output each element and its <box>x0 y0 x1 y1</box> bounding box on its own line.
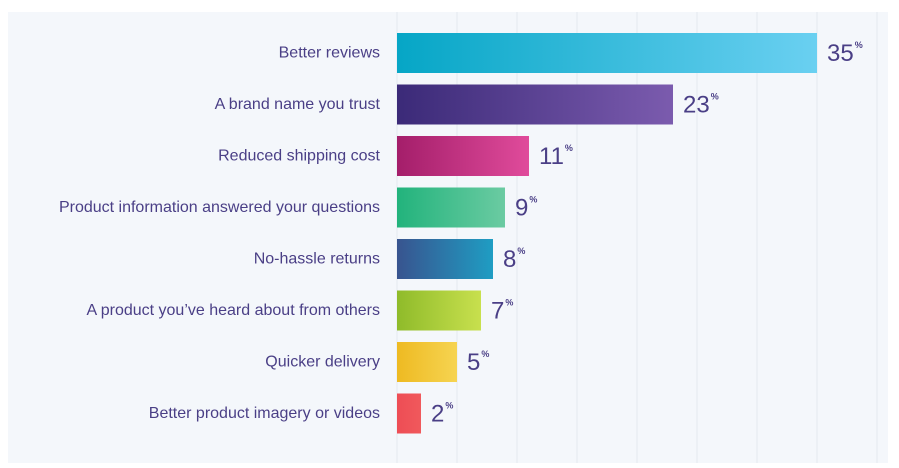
category-labels: Better reviews A brand name you trust Redu… <box>59 45 381 423</box>
data-label: 35% <box>827 40 863 67</box>
bars <box>397 33 817 434</box>
bar <box>397 136 529 176</box>
data-label: 5% <box>467 349 489 376</box>
bar <box>397 187 505 228</box>
category-label: Product information answered your questi… <box>59 199 380 216</box>
data-label: 11% <box>539 143 573 170</box>
category-label: Better reviews <box>279 45 380 62</box>
bar <box>397 33 817 73</box>
category-label: Better product imagery or videos <box>149 405 380 422</box>
bar <box>397 393 421 434</box>
category-label: A product you’ve heard about from others <box>86 302 380 319</box>
bar <box>397 239 493 279</box>
data-label: 2% <box>431 401 453 428</box>
bar <box>397 342 457 382</box>
category-label: Quicker delivery <box>265 354 380 371</box>
category-label: A brand name you trust <box>215 96 381 113</box>
bar <box>397 290 481 331</box>
data-label: 8% <box>503 246 525 273</box>
bar <box>397 84 673 125</box>
category-label: No-hassle returns <box>254 251 380 268</box>
data-label: 7% <box>491 298 513 325</box>
value-labels: 35% 23% 11%9% 8% 7%5% 2% <box>431 40 863 428</box>
plot-background <box>8 12 888 463</box>
category-label: Reduced shipping cost <box>218 148 380 165</box>
data-label: 23% <box>683 92 719 119</box>
data-label: 9% <box>515 195 537 222</box>
